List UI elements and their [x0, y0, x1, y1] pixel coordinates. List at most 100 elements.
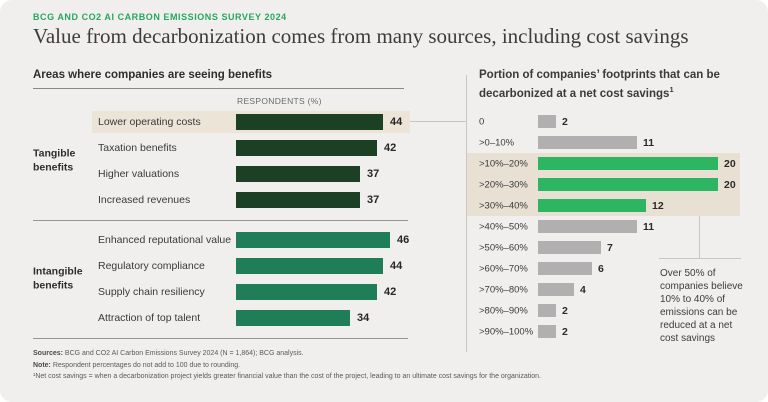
benefit-bar [236, 258, 383, 274]
left-chart-heading: Areas where companies are seeing benefit… [33, 69, 273, 81]
right-panel-border [466, 75, 467, 352]
right-chart-heading: Portion of companies’ footprints that ca… [479, 68, 751, 101]
left-chart-body: Tangible benefits Lower operating costs 44… [33, 109, 410, 345]
distribution-value: 11 [643, 136, 655, 149]
range-label: >0–10% [479, 137, 515, 148]
distribution-value: 7 [607, 241, 613, 254]
distribution-row: >80%–90% 2 [479, 300, 761, 321]
distribution-value: 12 [652, 199, 664, 212]
benefit-label: Regulatory compliance [98, 260, 205, 272]
group-label: Tangible benefits [33, 147, 76, 173]
benefit-label: Increased revenues [98, 194, 191, 206]
range-label: >30%–40% [479, 200, 528, 211]
footer-sources-text: BCG and CO2 AI Carbon Emissions Survey 2… [64, 350, 304, 357]
benefit-bar [236, 310, 350, 326]
benefit-label: Enhanced reputational value [98, 234, 232, 246]
distribution-row: >30%–40% 12 [479, 195, 761, 216]
benefit-label: Higher valuations [98, 168, 180, 180]
range-label: >70%–80% [479, 284, 528, 295]
benefit-value: 44 [390, 116, 403, 128]
distribution-row: >40%–50% 11 [479, 216, 761, 237]
footer-note: Note: Respondent percentages do not add … [33, 360, 753, 372]
distribution-bar [538, 199, 646, 212]
distribution-row: >0–10% 11 [479, 132, 761, 153]
distribution-row: >50%–60% 7 [479, 237, 761, 258]
page-title: Value from decarbonization comes from ma… [33, 24, 689, 48]
distribution-row: >90%–100% 2 [479, 321, 761, 342]
chart-bottom-rule [33, 338, 408, 339]
range-label: >80%–90% [479, 305, 528, 316]
benefit-value: 34 [357, 312, 370, 324]
distribution-value: 11 [643, 220, 655, 233]
distribution-bar [538, 283, 574, 296]
benefit-value: 42 [384, 286, 397, 298]
benefit-label: Taxation benefits [98, 142, 177, 154]
benefit-value: 42 [384, 142, 397, 154]
connector-line [410, 121, 466, 122]
distribution-bar [538, 304, 556, 317]
benefit-value: 46 [397, 234, 410, 246]
distribution-value: 20 [724, 157, 736, 170]
benefit-row: Attraction of top talent 34 [33, 305, 408, 331]
distribution-value: 2 [562, 115, 568, 128]
range-label: >90%–100% [479, 326, 534, 337]
footnote-marker: 1 [669, 84, 674, 94]
right-chart-heading-line2: decarbonized at a net cost savings [479, 87, 670, 100]
eyebrow-label: BCG AND CO2 AI CARBON EMISSIONS SURVEY 2… [33, 12, 287, 22]
distribution-row: >70%–80% 4 [479, 279, 761, 300]
range-label: >20%–30% [479, 179, 528, 190]
benefit-bar [236, 114, 383, 130]
footer: Sources: BCG and CO2 AI Carbon Emissions… [33, 348, 753, 383]
benefit-row: Taxation benefits 42 [33, 135, 408, 161]
heading-rule [33, 88, 404, 89]
footer-sources: Sources: BCG and CO2 AI Carbon Emissions… [33, 348, 753, 360]
benefit-row: Supply chain resiliency 42 [33, 279, 408, 305]
group-label: Intangible benefits [33, 265, 83, 291]
distribution-value: 2 [562, 325, 568, 338]
benefit-label: Lower operating costs [98, 116, 201, 128]
distribution-row: >20%–30% 20 [479, 174, 761, 195]
distribution-bar [538, 178, 718, 191]
distribution-value: 6 [598, 262, 604, 275]
benefit-label: Supply chain resiliency [98, 286, 205, 298]
group-divider [33, 220, 408, 221]
bracket-horizontal-line [659, 258, 741, 259]
benefit-row: Increased revenues 37 [33, 187, 408, 213]
benefit-label: Attraction of top talent [98, 312, 201, 324]
benefit-value: 37 [367, 168, 380, 180]
distribution-bar [538, 220, 637, 233]
range-label: >60%–70% [479, 263, 528, 274]
right-chart-rows: 0 2 >0–10% 11 >10%–20% 20 >20%–30% 20 >30%–40% 12… [479, 111, 761, 342]
distribution-bar [538, 241, 601, 254]
footer-sources-label: Sources: [33, 350, 63, 357]
footer-note-label: Note: [33, 361, 51, 369]
benefit-row: Lower operating costs 44 [33, 109, 410, 135]
distribution-row: >10%–20% 20 [479, 153, 761, 174]
distribution-bar [538, 115, 556, 128]
footer-footnote: ¹Net cost savings = when a decarbonizati… [33, 373, 541, 380]
benefit-value: 37 [367, 194, 380, 206]
benefit-bar [236, 140, 377, 156]
respondents-axis-label: RESPONDENTS (%) [237, 96, 322, 106]
distribution-value: 20 [724, 178, 736, 191]
benefit-bar [236, 232, 390, 248]
distribution-bar [538, 262, 592, 275]
distribution-row: >60%–70% 6 [479, 258, 761, 279]
annotation-text: Over 50% of companies believe 10% to 40%… [660, 268, 743, 344]
distribution-bar [538, 157, 718, 170]
distribution-value: 2 [562, 304, 568, 317]
distribution-bar [538, 136, 637, 149]
benefit-group: Intangible benefits Enhanced reputational… [33, 227, 410, 331]
distribution-bar [538, 325, 556, 338]
range-label: 0 [479, 116, 485, 127]
benefit-row: Higher valuations 37 [33, 161, 408, 187]
range-label: >10%–20% [479, 158, 528, 169]
range-label: >50%–60% [479, 242, 528, 253]
benefit-bar [236, 192, 360, 208]
benefit-row: Enhanced reputational value 46 [33, 227, 410, 253]
footer-note-text: Respondent percentages do not add to 100… [52, 361, 241, 369]
range-label: >40%–50% [479, 221, 528, 232]
benefit-bar [236, 166, 360, 182]
